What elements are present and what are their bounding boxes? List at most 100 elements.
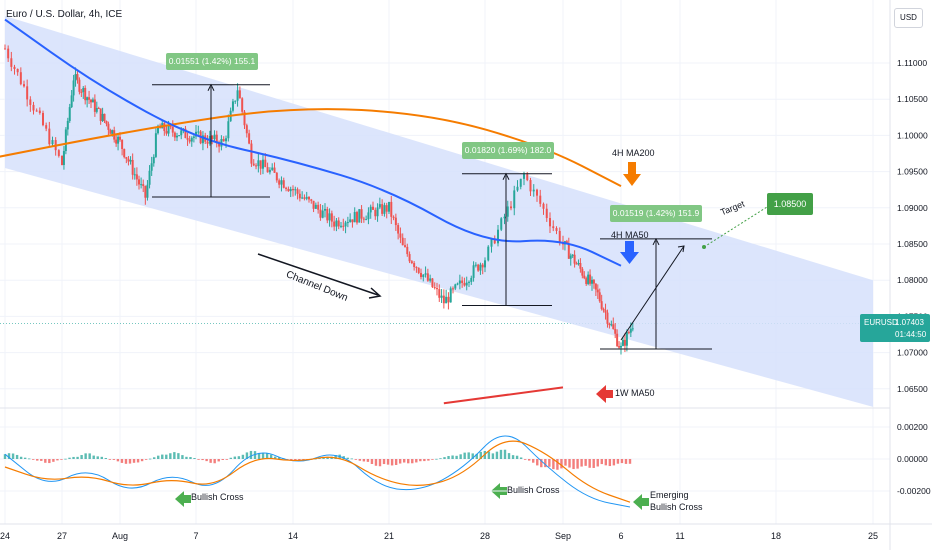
candle-body [465, 282, 468, 286]
macd-histogram-bar [92, 455, 95, 459]
candle-body [610, 324, 613, 326]
candle-body [303, 197, 306, 199]
macd-histogram-bar [620, 459, 624, 464]
candle-body [342, 225, 345, 227]
candle-body [298, 193, 301, 199]
candle-body [97, 107, 100, 109]
macd-histogram-bar [334, 455, 337, 459]
candle-body [234, 100, 237, 102]
candle-body [374, 209, 377, 217]
macd-histogram-bar [76, 456, 79, 459]
macd-signal-line [4, 440, 631, 503]
price-axis[interactable]: 1.11000 1.10500 1.10000 1.09500 1.09000 1.085… [897, 58, 928, 394]
candle-body [163, 123, 166, 132]
candle-body [296, 189, 299, 194]
candle-body [150, 163, 153, 171]
macd-histogram-bar [68, 457, 71, 459]
candle-body [312, 200, 315, 209]
candle-body [479, 264, 482, 271]
candle-body [390, 201, 393, 217]
macd-axis[interactable]: 0.00200 0.00000 -0.00200 [897, 422, 931, 496]
time-tick-label: 27 [57, 531, 67, 541]
macd-histogram-bar [532, 459, 535, 463]
macd-line [4, 435, 631, 508]
candle-body [438, 289, 441, 298]
candle-body [442, 295, 445, 304]
candle-body [344, 222, 347, 227]
candle-body [365, 219, 368, 221]
time-axis[interactable]: 24 27 Aug 7 14 21 28 Sep 6 11 18 25 [0, 531, 878, 541]
candle-body [72, 80, 75, 96]
macd-histogram-bar [584, 459, 587, 466]
macd-histogram-bar [221, 459, 224, 460]
candle-body [602, 308, 605, 311]
macd-histogram-bar [40, 459, 43, 461]
candle-body [38, 110, 41, 113]
candle-body [32, 104, 35, 111]
candle-body [369, 206, 372, 213]
macd-histogram-bar [44, 459, 47, 463]
candle-body [629, 328, 632, 333]
macd-histogram-bar [116, 459, 120, 462]
candle-body [376, 207, 379, 217]
ma200-line [0, 108, 622, 187]
macd-histogram-bar [157, 455, 160, 459]
candle-body [275, 172, 278, 181]
candle-body [308, 196, 310, 200]
candle-body [206, 141, 209, 144]
candle-body [545, 208, 548, 219]
price-badge-value: 1.07403 [895, 318, 924, 327]
candle-body [565, 241, 568, 244]
macd-histogram-bar [19, 456, 23, 459]
candle-body [631, 328, 634, 330]
candle-body [621, 339, 624, 346]
macd-histogram-bar [100, 456, 103, 459]
price-badge-countdown: 01:44:50 [895, 330, 927, 339]
macd-histogram-bar [447, 456, 450, 459]
candle-body [238, 90, 241, 99]
macd-histogram-bar [197, 459, 200, 460]
macd-histogram-bar [523, 459, 527, 460]
macd-histogram-bar [479, 451, 483, 459]
candle-body [10, 58, 13, 67]
macd-histogram-bar [362, 459, 366, 462]
macd-histogram-bar [346, 457, 349, 459]
candle-body [273, 167, 276, 173]
candle-body [157, 125, 159, 134]
candle-body [285, 187, 288, 189]
candle-body [326, 208, 329, 221]
candle-body [215, 134, 218, 144]
macd-histogram-bar [519, 457, 523, 459]
candle-body [146, 184, 149, 198]
macd-histogram-bar [511, 455, 515, 459]
candle-body [510, 206, 512, 209]
macd-histogram-bar [350, 458, 353, 460]
candle-body [107, 123, 110, 130]
candle-body [287, 188, 290, 192]
macd-histogram-bar [515, 455, 519, 459]
macd-histogram-bar [181, 455, 184, 459]
macd-histogram-bar [3, 454, 7, 459]
ma200-label: 4H MA200 [612, 148, 655, 158]
candle-body [500, 218, 503, 230]
candle-body [614, 329, 617, 334]
candle-body [93, 99, 96, 112]
candle-body [362, 218, 365, 220]
candle-body [542, 203, 545, 209]
target-price-box: 1.08500 [767, 193, 813, 215]
candle-body [388, 201, 390, 212]
macd-histogram-bar [386, 459, 390, 465]
currency-button[interactable]: USD [894, 8, 923, 28]
candle-body [167, 125, 170, 134]
candle-body [589, 274, 592, 284]
candle-body [62, 151, 65, 166]
macd-histogram-bar [132, 459, 136, 463]
candle-body [91, 99, 94, 103]
candle-body [248, 133, 251, 144]
candle-body [367, 212, 370, 220]
projection-line [620, 245, 685, 341]
candle-body [190, 137, 193, 142]
candle-body [372, 206, 374, 210]
candle-body [620, 345, 622, 348]
